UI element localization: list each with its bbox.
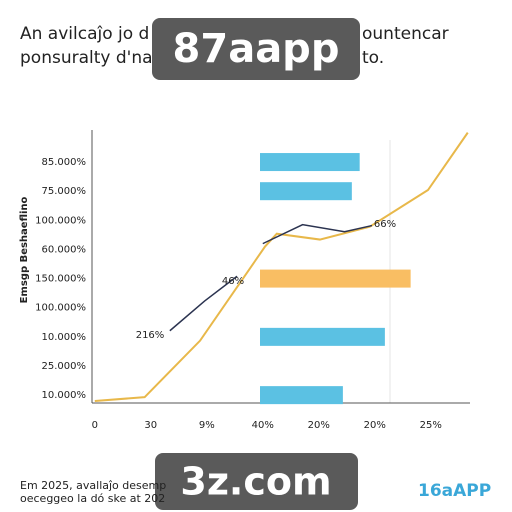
footer-line: oeceggeo la dó ske at 202 — [20, 492, 165, 505]
bar — [260, 327, 385, 346]
y-tick-label: 10.000% — [42, 390, 87, 401]
footer-badge: 3z.com — [180, 460, 331, 504]
title-left: An avilcaĵo jo d — [20, 24, 149, 44]
line — [94, 132, 469, 402]
x-tick-label: 20% — [308, 420, 330, 431]
y-tick-label: 60.000% — [42, 244, 87, 255]
y-tick-label: 150.000% — [35, 274, 86, 285]
footer-line: Em 2025, avallaĵo desemp — [20, 479, 166, 492]
annotation: 46% — [222, 276, 244, 287]
badge-bg — [152, 18, 360, 80]
logo: 16aAPP — [418, 481, 491, 501]
bar — [260, 153, 360, 172]
subtitle-right: to. — [362, 48, 384, 68]
y-tick-label: 85.000% — [42, 157, 87, 168]
x-tick-label: 30 — [144, 420, 157, 431]
x-tick-label: 25% — [420, 420, 442, 431]
x-tick-label: 20% — [364, 420, 386, 431]
y-tick-label: 10.000% — [42, 332, 87, 343]
badge: 87aapp — [173, 26, 340, 72]
bar — [260, 386, 343, 405]
y-tick-label: 75.000% — [42, 186, 87, 197]
line — [169, 223, 373, 332]
y-axis-label: Emsgp Beshaeflino — [19, 196, 30, 303]
annotation: 216% — [136, 330, 165, 341]
bar — [260, 269, 411, 288]
x-tick-label: 9% — [199, 420, 215, 431]
y-tick-label: 100.000% — [35, 303, 86, 314]
y-tick-label: 100.000% — [35, 215, 86, 226]
footer-badge-bg — [155, 453, 358, 510]
bar — [260, 182, 352, 201]
title-right: ountencar — [362, 24, 449, 44]
annotation: 66% — [374, 219, 396, 230]
x-tick-label: 0 — [92, 420, 98, 431]
y-tick-label: 25.000% — [42, 361, 87, 372]
subtitle-left: ponsuralty d'na — [20, 48, 153, 68]
x-tick-label: 40% — [252, 420, 274, 431]
